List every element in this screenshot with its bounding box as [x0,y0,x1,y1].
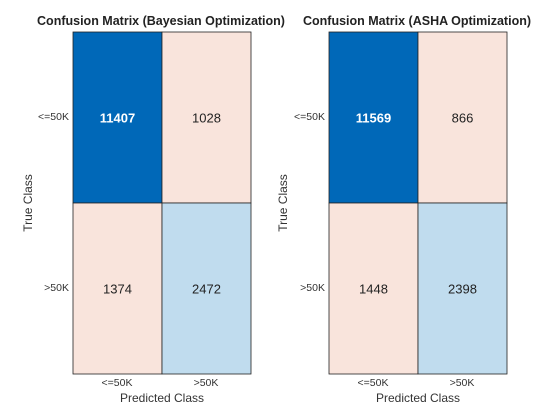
cell-value-label: 11407 [100,111,135,126]
cell-value-label: 11569 [356,111,391,126]
col-tick-label: >50K [194,377,219,389]
chart-title: Confusion Matrix (ASHA Optimization) [303,14,531,28]
row-tick-label: >50K [300,282,325,294]
row-tick-label: >50K [44,282,69,294]
x-axis-label: Predicted Class [376,391,460,405]
row-tick-label: <=50K [38,111,69,123]
col-tick-label: <=50K [358,377,389,389]
chart-title: Confusion Matrix (Bayesian Optimization) [37,14,285,28]
col-tick-label: <=50K [102,377,133,389]
matrix-cell [161,202,252,375]
cell-value-label: 2398 [448,282,477,297]
matrix-cells: 11407 1028 1374 2472 [72,31,252,375]
cell-value-label: 2472 [192,282,221,297]
confusion-matrix-asha: Confusion Matrix (ASHA Optimization) 115… [276,14,531,405]
confusion-matrix-bayesian: Confusion Matrix (Bayesian Optimization)… [21,14,285,405]
cell-value-label: 1448 [359,282,388,297]
matrix-cell [417,202,508,375]
matrix-cell [417,31,508,204]
matrix-cell [328,31,419,204]
x-axis-label: Predicted Class [120,391,204,405]
matrix-cell [72,31,163,204]
cell-value-label: 1374 [103,282,132,297]
cell-value-label: 1028 [192,111,221,126]
matrix-cell [161,31,252,204]
matrix-cells: 11569 866 1448 2398 [328,31,508,375]
cell-value-label: 866 [452,111,474,126]
matrix-cell [72,202,163,375]
row-tick-label: <=50K [294,111,325,123]
col-tick-label: >50K [450,377,475,389]
y-axis-label: True Class [276,174,290,232]
y-axis-label: True Class [21,174,35,232]
matrix-cell [328,202,419,375]
